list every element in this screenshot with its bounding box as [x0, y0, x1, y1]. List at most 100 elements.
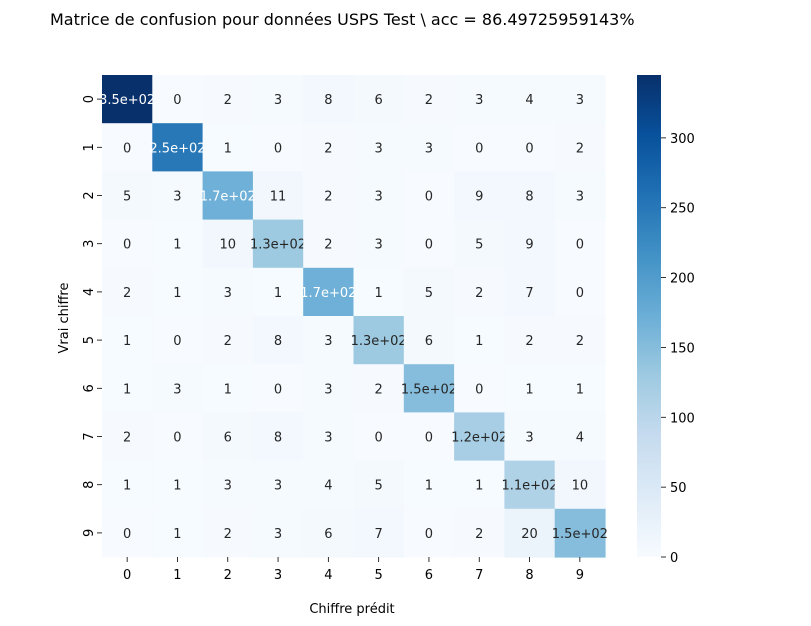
heatmap-cell: [252, 171, 304, 221]
cell-value-label: 3: [425, 141, 433, 156]
cell-value-label: 2: [324, 238, 332, 253]
cell-value-label: 1: [475, 479, 483, 494]
y-tick-label: 1: [82, 143, 97, 151]
heatmap-cell: [554, 460, 606, 510]
heatmap-cell: [554, 123, 606, 172]
cell-value-label: 0: [274, 382, 282, 397]
cell-value-label: 5: [475, 238, 483, 253]
heatmap-cell: [454, 412, 505, 462]
heatmap-cell: [202, 219, 254, 269]
cell-value-label: 0: [425, 238, 433, 253]
heatmap-cell: [504, 364, 556, 413]
heatmap-cell: [454, 460, 505, 510]
x-tick-label: 1: [173, 568, 181, 583]
heatmap-cell: [102, 267, 153, 317]
cell-value-label: 3: [324, 382, 332, 397]
cell-value-label: 9: [475, 190, 483, 205]
cell-value-label: 1: [173, 238, 181, 253]
heatmap-cell: [303, 364, 355, 413]
cell-value-label: 3: [375, 190, 383, 205]
heatmap-cell: [152, 219, 204, 269]
heatmap-cell: [102, 412, 153, 462]
heatmap-cell: [202, 316, 254, 365]
y-tick-label: 8: [82, 481, 97, 489]
cell-value-label: 3: [576, 93, 584, 108]
heatmap-grid: 3.5e+02 0 2 3 8 6 2 3 4 30 2.5e+02 1 0 2 3 3 0 0 25 3 1.7e+0…: [99, 75, 608, 558]
cell-value-label: 1: [173, 286, 181, 301]
heatmap-cell: [403, 171, 455, 221]
cell-value-label: 1: [525, 382, 533, 397]
cell-value-label: 2: [425, 93, 433, 108]
heatmap-cell: [303, 75, 355, 124]
colorbar-ticks: 0 50 100 150 200 250 300: [661, 132, 695, 566]
heatmap-cell: [202, 267, 254, 317]
cell-value-label: 0: [576, 238, 584, 253]
colorbar-tick-label: 50: [670, 481, 687, 496]
heatmap-cell: [252, 412, 304, 462]
heatmap-cell: [504, 123, 556, 172]
heatmap-cell: [454, 123, 505, 172]
colorbar-tick-label: 0: [670, 551, 678, 566]
cell-value-label: 0: [274, 141, 282, 156]
cell-value-label: 3: [475, 93, 483, 108]
heatmap-cell: [454, 75, 505, 124]
cell-value-label: 1: [274, 286, 282, 301]
heatmap-cell: [202, 508, 254, 558]
cell-value-label: 2: [475, 527, 483, 542]
heatmap-cell: [554, 316, 606, 365]
cell-value-label: 5: [425, 286, 433, 301]
cell-value-label: 1.7e+02: [200, 190, 256, 205]
heatmap-cell: [303, 267, 355, 317]
heatmap-cell: [353, 75, 405, 124]
cell-value-label: 2: [123, 286, 131, 301]
cell-value-label: 7: [525, 286, 533, 301]
heatmap-cell: [303, 123, 355, 172]
colorbar-tick-label: 100: [670, 411, 695, 426]
heatmap-cell: [353, 171, 405, 221]
cell-value-label: 6: [324, 527, 332, 542]
heatmap-cell: [152, 364, 204, 413]
y-tick-label: 9: [82, 529, 97, 537]
x-axis-ticks: 0 1 2 3 4 5 6 7 8 9: [123, 557, 584, 583]
heatmap-cell: [152, 171, 204, 221]
heatmap-cell: [353, 219, 405, 269]
cell-value-label: 1.1e+02: [501, 479, 557, 494]
cell-value-label: 1.3e+02: [351, 334, 407, 349]
cell-value-label: 8: [274, 334, 282, 349]
y-axis-label: Vrai chiffre: [57, 283, 72, 354]
cell-value-label: 1.2e+02: [451, 431, 507, 446]
y-tick-label: 0: [82, 95, 97, 103]
cell-value-label: 2: [224, 93, 232, 108]
heatmap-cell: [554, 267, 606, 317]
cell-value-label: 2: [576, 141, 584, 156]
heatmap-cell: [102, 460, 153, 510]
cell-value-label: 1: [224, 141, 232, 156]
x-tick-label: 4: [324, 568, 332, 583]
heatmap-cell: [504, 508, 556, 558]
cell-value-label: 10: [572, 479, 589, 494]
heatmap-cell: [252, 316, 304, 365]
cell-value-label: 2: [123, 431, 131, 446]
heatmap-cell: [152, 123, 204, 172]
cell-value-label: 20: [521, 527, 538, 542]
x-tick-label: 3: [274, 568, 282, 583]
cell-value-label: 0: [425, 431, 433, 446]
heatmap-cell: [504, 219, 556, 269]
x-tick-label: 6: [425, 568, 433, 583]
heatmap-cell: [152, 460, 204, 510]
heatmap-cell: [403, 75, 455, 124]
cell-value-label: 1: [576, 382, 584, 397]
heatmap-cell: [102, 219, 153, 269]
heatmap-cell: [102, 75, 153, 124]
cell-value-label: 9: [525, 238, 533, 253]
cell-value-label: 1.5e+02: [552, 527, 608, 542]
heatmap-cell: [554, 219, 606, 269]
cell-value-label: 6: [224, 431, 232, 446]
cell-value-label: 3: [525, 431, 533, 446]
heatmap-cell: [403, 123, 455, 172]
cell-value-label: 5: [123, 190, 131, 205]
cell-value-label: 0: [123, 141, 131, 156]
x-tick-label: 5: [375, 568, 383, 583]
cell-value-label: 1: [475, 334, 483, 349]
